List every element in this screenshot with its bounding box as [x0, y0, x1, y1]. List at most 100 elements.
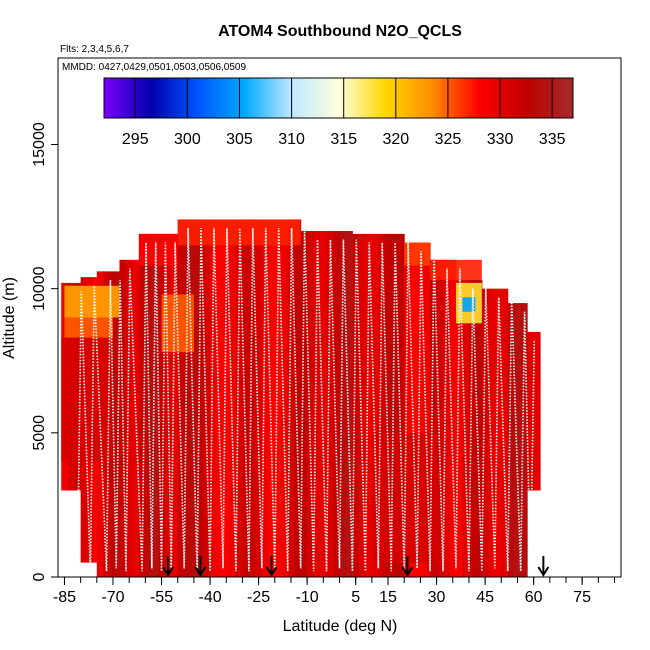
curtain-patch	[404, 242, 431, 266]
curtain-column	[125, 259, 133, 577]
curtain-column	[313, 231, 321, 577]
curtain-column	[274, 219, 282, 577]
curtain-patch	[138, 233, 178, 266]
curtain-patch	[64, 317, 114, 338]
curtain-column	[533, 331, 541, 491]
curtain-column	[520, 303, 528, 577]
colorbar-tick-label: 325	[435, 131, 462, 148]
curtain-column	[501, 288, 509, 577]
curtain-column	[190, 219, 198, 577]
curtain-column	[494, 288, 502, 577]
arrow-marker-head	[265, 566, 278, 577]
curtain-column	[436, 259, 444, 577]
curtain-column	[410, 242, 418, 577]
x-tick-label: -85	[53, 589, 76, 606]
curtain-column	[378, 233, 386, 577]
curtain-column	[307, 231, 315, 577]
x-tick-label: 45	[476, 589, 494, 606]
curtain-patch	[430, 259, 482, 281]
curtain-patch	[61, 337, 114, 462]
y-axis-label: Altitude (m)	[1, 277, 18, 359]
curtain-heatmap	[61, 219, 541, 577]
x-axis: -85 -70 -55 -40 -25 -10 5 15 30 45 60 75	[53, 577, 616, 606]
chart-title: ATOM4 Southbound N2O_QCLS	[218, 23, 462, 40]
curtain-column	[326, 231, 334, 577]
curtain-column	[371, 233, 379, 577]
curtain-column	[423, 242, 431, 577]
curtain-column	[216, 219, 224, 577]
x-tick-label: 30	[428, 589, 446, 606]
curtain-column	[261, 219, 269, 577]
curtain-column	[339, 231, 347, 577]
curtain-column	[177, 219, 185, 577]
x-tick-label: -40	[199, 589, 222, 606]
curtain-column	[358, 233, 366, 577]
curtain-column	[320, 231, 328, 577]
curtain-column	[352, 233, 360, 577]
curtain-column	[455, 280, 463, 577]
curtain-column	[138, 233, 146, 577]
x-tick-label: 60	[525, 589, 543, 606]
curtain-column	[210, 219, 218, 577]
curtain-column	[488, 288, 496, 577]
curtain-column	[223, 219, 230, 577]
colorbar-tick-label: 330	[487, 131, 514, 148]
curtain-column	[158, 233, 166, 577]
curtain-column	[481, 288, 489, 577]
colorbar-tick-label: 310	[278, 131, 305, 148]
y-tick-label: 10000	[31, 266, 48, 311]
x-tick-label: -10	[296, 589, 319, 606]
curtain-column	[527, 331, 535, 491]
flights-label: Flts: 2,3,4,5,6,7	[60, 44, 129, 55]
curtain-column	[404, 242, 412, 577]
curtain-column	[287, 219, 295, 577]
curtain-column	[514, 303, 522, 577]
colorbar: 295 300 305 310 315 320 325 330 335	[103, 77, 574, 148]
curtain-column	[229, 219, 237, 577]
arrow-markers	[162, 556, 550, 577]
curtain-column	[430, 259, 438, 577]
curtain-column	[294, 219, 302, 577]
colorbar-tick-label: 305	[226, 131, 253, 148]
x-axis-label: Latitude (deg N)	[283, 618, 398, 635]
curtain-column	[462, 280, 470, 577]
curtain-column	[151, 233, 159, 577]
curtain-column	[468, 280, 476, 577]
curtain-column	[345, 231, 353, 577]
curtain-column	[235, 219, 243, 577]
curtain-column	[268, 219, 276, 577]
curtain-column	[365, 233, 373, 577]
x-tick-label: 15	[379, 589, 397, 606]
arrow-marker-head	[401, 566, 414, 577]
y-axis: 0 5000 10000 15000	[31, 122, 58, 581]
curtain-column	[197, 219, 205, 577]
flight-track-line	[76, 228, 536, 572]
curtain-column	[333, 231, 340, 577]
arrow-marker-head	[194, 566, 207, 577]
curtain-column	[248, 219, 256, 577]
colorbar-tick-label: 295	[122, 131, 149, 148]
dates-label: MMDD: 0427,0429,0501,0503,0506,0509	[62, 62, 246, 73]
y-tick-label: 15000	[31, 122, 48, 167]
arrow-marker-head	[537, 566, 550, 577]
colorbar-bar	[103, 77, 574, 119]
curtain-column	[203, 219, 211, 577]
curtain-column	[164, 233, 172, 577]
curtain-column	[255, 219, 263, 577]
curtain-column	[417, 242, 425, 577]
curtain-column	[242, 219, 250, 577]
x-tick-label: 75	[573, 589, 591, 606]
flight-profiles	[76, 228, 536, 572]
curtain-column	[384, 233, 392, 577]
colorbar-tick-label: 300	[174, 131, 201, 148]
curtain-column	[184, 219, 192, 577]
colorbar-tick-label: 335	[539, 131, 566, 148]
curtain-column	[281, 219, 289, 577]
curtain-column	[171, 233, 179, 577]
y-tick-label: 0	[31, 572, 48, 581]
curtain-column	[391, 233, 399, 577]
curtain-column	[300, 231, 308, 577]
colorbar-tick-label: 320	[382, 131, 409, 148]
x-tick-label: 5	[351, 589, 360, 606]
